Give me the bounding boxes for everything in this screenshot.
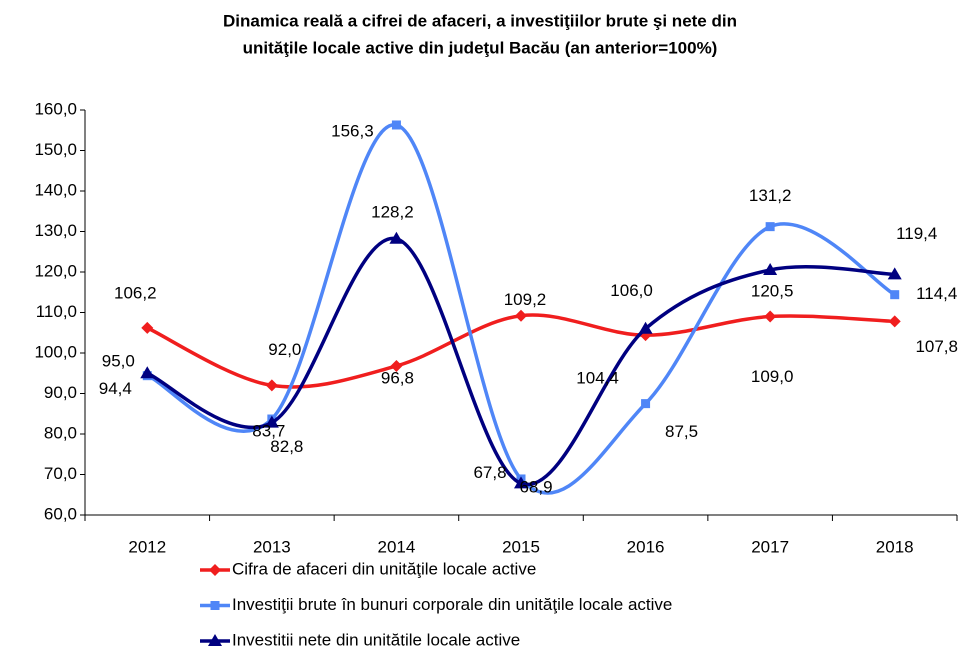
x-tick-label: 2015 xyxy=(502,537,540,556)
x-tick-label: 2012 xyxy=(128,537,166,556)
marker xyxy=(265,379,278,392)
y-tick-label: 70,0 xyxy=(44,464,77,483)
data-label: 106,0 xyxy=(610,281,653,300)
y-tick-label: 90,0 xyxy=(44,383,77,402)
marker xyxy=(391,120,401,130)
marker xyxy=(389,231,404,244)
data-label: 82,8 xyxy=(270,437,303,456)
marker xyxy=(638,321,653,334)
data-label: 109,2 xyxy=(504,290,547,309)
data-label: 131,2 xyxy=(749,186,792,205)
data-label: 120,5 xyxy=(751,281,794,300)
data-label: 119,4 xyxy=(896,224,937,243)
legend-label: Investiţii brute în bunuri corporale din… xyxy=(232,595,672,614)
data-label: 95,0 xyxy=(102,352,135,371)
data-label: 92,0 xyxy=(268,340,301,359)
y-tick-label: 120,0 xyxy=(34,261,77,280)
x-tick-label: 2017 xyxy=(751,537,789,556)
data-label: 106,2 xyxy=(114,283,157,302)
series-line xyxy=(146,237,895,487)
data-label: 67,8 xyxy=(473,463,506,482)
data-label: 107,8 xyxy=(915,337,958,356)
data-label: 68,9 xyxy=(519,477,552,496)
x-tick-label: 2013 xyxy=(253,537,291,556)
marker xyxy=(763,262,778,275)
y-tick-label: 140,0 xyxy=(34,180,77,199)
marker xyxy=(514,476,528,489)
marker xyxy=(764,310,777,323)
marker xyxy=(641,399,651,409)
data-label: 94,4 xyxy=(99,379,132,398)
data-label: 96,8 xyxy=(381,368,414,387)
marker xyxy=(887,267,902,280)
marker xyxy=(765,222,775,232)
data-label: 114,4 xyxy=(916,284,957,303)
marker xyxy=(890,290,900,300)
y-tick-label: 80,0 xyxy=(44,423,77,442)
y-tick-label: 150,0 xyxy=(34,140,77,159)
chart-title: Dinamica reală a cifrei de afaceri, a in… xyxy=(223,11,737,30)
x-tick-label: 2014 xyxy=(378,537,416,556)
data-label: 104,4 xyxy=(576,369,619,388)
legend-marker xyxy=(210,601,220,610)
y-tick-label: 100,0 xyxy=(34,342,77,361)
legend-label: Cifra de afaceri din unităţile locale ac… xyxy=(232,559,536,578)
legend-marker xyxy=(208,634,222,646)
x-tick-label: 2018 xyxy=(876,537,914,556)
y-tick-label: 110,0 xyxy=(36,302,77,321)
y-tick-label: 160,0 xyxy=(34,99,77,118)
data-label: 83,7 xyxy=(252,421,285,440)
marker xyxy=(888,315,901,328)
y-tick-label: 60,0 xyxy=(44,504,77,523)
marker xyxy=(140,366,155,379)
marker xyxy=(141,321,154,334)
data-label: 128,2 xyxy=(371,202,414,221)
y-tick-label: 130,0 xyxy=(34,221,77,240)
x-tick-label: 2016 xyxy=(627,537,665,556)
data-label: 87,5 xyxy=(665,422,698,441)
marker xyxy=(390,359,403,372)
series-line xyxy=(146,123,896,495)
legend-marker xyxy=(209,564,221,576)
data-label: 156,3 xyxy=(331,121,374,140)
legend-label: Investiţii nete din unităţile locale act… xyxy=(232,630,520,646)
data-label: 109,0 xyxy=(751,367,794,386)
chart-title: unităţile locale active din judeţul Bacă… xyxy=(243,38,718,57)
marker xyxy=(515,309,527,322)
marker xyxy=(264,415,279,428)
